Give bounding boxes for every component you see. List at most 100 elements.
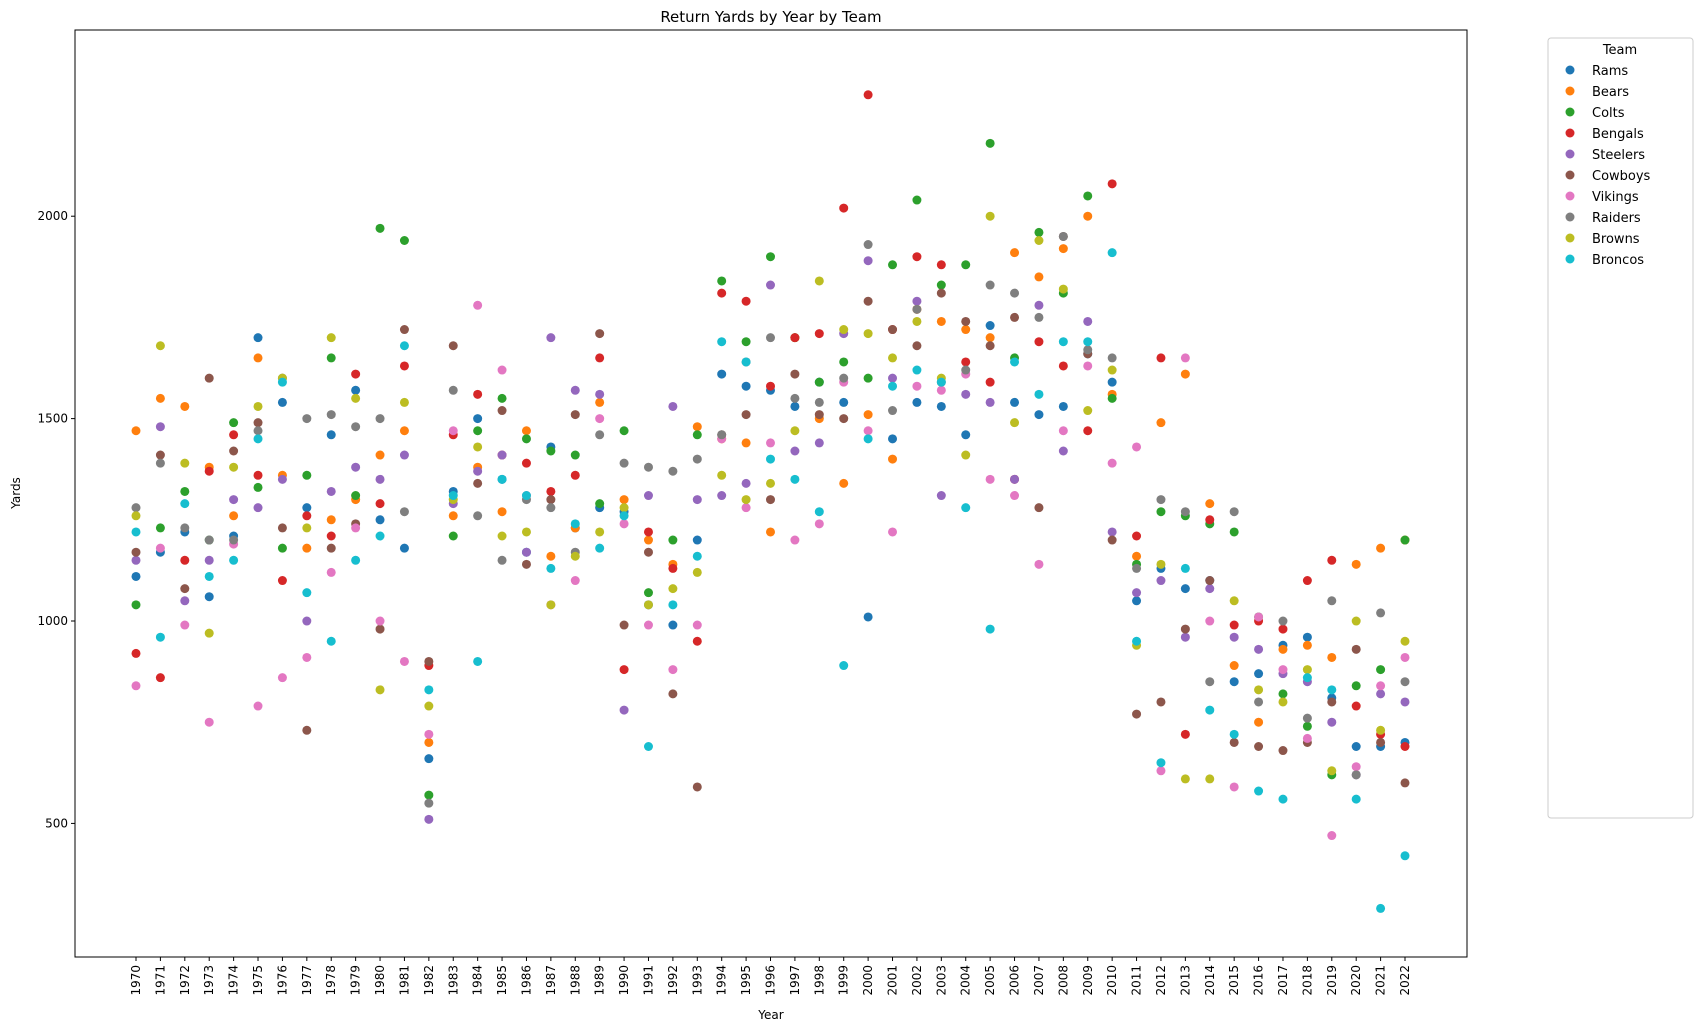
data-point	[766, 527, 775, 537]
data-point	[1180, 353, 1190, 363]
data-point	[888, 434, 898, 444]
data-point	[1010, 491, 1020, 501]
data-point	[1156, 758, 1166, 768]
data-point	[1010, 357, 1020, 367]
data-point	[692, 535, 702, 545]
legend-marker	[1565, 212, 1575, 222]
data-point	[1107, 393, 1117, 403]
data-point	[180, 620, 190, 630]
data-point	[155, 422, 165, 432]
data-point	[741, 337, 751, 347]
data-point	[1083, 345, 1093, 355]
x-tick-label: 2013	[1178, 965, 1192, 996]
data-point	[1229, 527, 1239, 537]
data-point	[1351, 616, 1361, 626]
data-point	[790, 369, 800, 379]
data-point	[692, 422, 702, 432]
data-point	[302, 523, 312, 533]
x-tick-label: 2009	[1081, 965, 1095, 996]
data-point	[814, 507, 824, 517]
x-tick-label: 2001	[886, 965, 900, 996]
x-tick-label: 2008	[1056, 965, 1070, 996]
data-point	[595, 430, 605, 440]
data-point	[888, 406, 898, 416]
x-tick-label: 1997	[788, 965, 802, 996]
data-point	[814, 410, 824, 420]
data-point	[619, 519, 629, 529]
data-point	[1132, 551, 1142, 561]
data-point	[912, 341, 922, 351]
data-point	[424, 814, 434, 824]
data-point	[1400, 652, 1410, 662]
data-point	[1327, 596, 1337, 606]
data-point	[546, 333, 556, 343]
data-point	[595, 389, 605, 399]
x-tick-label: 1982	[422, 965, 436, 996]
legend-label: Bears	[1592, 85, 1629, 100]
data-point	[839, 661, 849, 671]
data-point	[1107, 535, 1117, 545]
x-tick-label: 1974	[227, 965, 241, 996]
x-tick-label: 1999	[837, 965, 851, 996]
data-point	[1351, 770, 1361, 780]
data-point	[351, 422, 361, 432]
data-point	[180, 486, 190, 496]
data-point	[912, 252, 922, 262]
data-point	[253, 401, 263, 411]
data-point	[570, 410, 580, 420]
legend-marker	[1565, 128, 1575, 138]
data-point	[668, 584, 678, 594]
data-point	[1278, 644, 1288, 654]
data-point	[1327, 831, 1337, 841]
data-point	[497, 507, 507, 517]
data-point	[1083, 361, 1093, 371]
x-tick-label: 2022	[1398, 965, 1412, 996]
data-point	[888, 325, 898, 335]
x-tick-label: 2003	[934, 965, 948, 996]
plot-area	[74, 29, 1468, 958]
data-point	[1254, 697, 1264, 707]
data-point	[375, 531, 385, 541]
data-point	[668, 620, 678, 630]
x-tick-label: 2020	[1349, 965, 1363, 996]
data-point	[1205, 515, 1215, 525]
data-point	[1351, 681, 1361, 691]
data-point	[863, 240, 873, 250]
data-point	[1376, 681, 1386, 691]
data-point	[399, 543, 409, 553]
x-tick-label: 1994	[715, 965, 729, 996]
data-point	[1278, 689, 1288, 699]
data-point	[1132, 563, 1142, 573]
data-point	[863, 612, 873, 622]
data-point	[961, 389, 971, 399]
legend-label: Raiders	[1592, 211, 1641, 226]
data-point	[497, 555, 507, 565]
data-point	[570, 385, 580, 395]
data-point	[888, 381, 898, 391]
data-point	[448, 491, 458, 501]
data-point	[1327, 766, 1337, 776]
data-point	[1400, 636, 1410, 646]
data-point	[521, 559, 531, 569]
data-point	[1254, 685, 1264, 695]
data-point	[1058, 244, 1068, 254]
data-point	[1205, 705, 1215, 715]
data-point	[741, 478, 751, 488]
data-point	[180, 596, 190, 606]
data-point	[521, 458, 531, 468]
data-point	[277, 397, 287, 407]
data-point	[1376, 543, 1386, 553]
legend-marker	[1565, 191, 1575, 201]
data-point	[912, 397, 922, 407]
data-point	[1278, 746, 1288, 756]
data-point	[1278, 616, 1288, 626]
data-point	[1180, 563, 1190, 573]
data-point	[204, 535, 214, 545]
data-point	[717, 288, 727, 298]
data-point	[155, 523, 165, 533]
data-point	[839, 397, 849, 407]
data-point	[643, 527, 653, 537]
data-point	[863, 256, 873, 266]
data-point	[497, 450, 507, 460]
data-point	[863, 373, 873, 383]
